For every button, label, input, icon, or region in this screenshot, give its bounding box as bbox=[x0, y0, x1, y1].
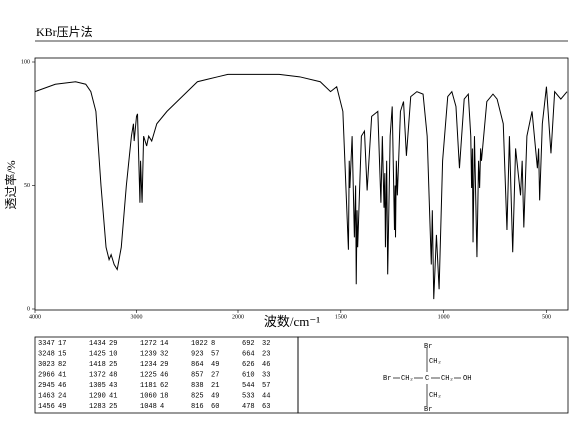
y-tick-label: 50 bbox=[24, 183, 30, 189]
x-tick-label: 4000 bbox=[29, 314, 41, 320]
x-tick-label: 1000 bbox=[438, 314, 450, 320]
table-cell: 10 bbox=[109, 350, 117, 358]
y-tick-label: 0 bbox=[27, 306, 30, 312]
table-cell: 1425 bbox=[89, 350, 106, 358]
table-cell: 1418 bbox=[89, 361, 106, 369]
table-cell: 1283 bbox=[89, 403, 106, 411]
table-cell: 2945 bbox=[38, 382, 55, 390]
table-cell: 1463 bbox=[38, 392, 55, 400]
structure-label: Br bbox=[424, 406, 432, 414]
table-cell: 1290 bbox=[89, 392, 106, 400]
x-tick-label: 500 bbox=[542, 314, 551, 320]
table-cell: 32 bbox=[262, 340, 270, 348]
plot-frame bbox=[34, 57, 569, 311]
table-cell: 57 bbox=[211, 350, 219, 358]
table-cell: 63 bbox=[262, 403, 270, 411]
structure-label: CH₂ bbox=[401, 375, 414, 383]
table-cell: 25 bbox=[109, 403, 117, 411]
table-cell: 1048 bbox=[140, 403, 157, 411]
table-cell: 2966 bbox=[38, 371, 55, 379]
structure-label: OH bbox=[463, 375, 471, 383]
table-cell: 3347 bbox=[38, 340, 55, 348]
table-cell: 23 bbox=[262, 350, 270, 358]
table-cell: 857 bbox=[191, 371, 204, 379]
table-cell: 544 bbox=[242, 382, 255, 390]
table-cell: 46 bbox=[262, 361, 270, 369]
table-cell: 18 bbox=[160, 392, 168, 400]
table-cell: 816 bbox=[191, 403, 204, 411]
table-cell: 27 bbox=[211, 371, 219, 379]
table-cell: 1305 bbox=[89, 382, 106, 390]
y-tick-label: 100 bbox=[21, 59, 30, 65]
spectrum-line bbox=[34, 73, 568, 300]
table-cell: 48 bbox=[109, 371, 117, 379]
table-cell: 33 bbox=[262, 371, 270, 379]
table-cell: 29 bbox=[109, 340, 117, 348]
structure-label: C bbox=[425, 375, 429, 383]
table-cell: 692 bbox=[242, 340, 255, 348]
table-cell: 25 bbox=[109, 361, 117, 369]
table-cell: 41 bbox=[58, 371, 66, 379]
table-cell: 15 bbox=[58, 350, 66, 358]
table-cell: 838 bbox=[191, 382, 204, 390]
table-cell: 57 bbox=[262, 382, 270, 390]
structure-label: CH₂ bbox=[429, 358, 442, 366]
table-cell: 825 bbox=[191, 392, 204, 400]
table-cell: 864 bbox=[191, 361, 204, 369]
structure-box bbox=[297, 336, 569, 414]
table-cell: 49 bbox=[211, 392, 219, 400]
structure-label: Br bbox=[383, 375, 391, 383]
table-cell: 4 bbox=[160, 403, 164, 411]
structure-label: CH₂ bbox=[429, 392, 442, 400]
table-cell: 1022 bbox=[191, 340, 208, 348]
table-cell: 1239 bbox=[140, 350, 157, 358]
chart-title: KBr压片法 bbox=[36, 25, 93, 39]
x-axis-label: 波数/cm⁻¹ bbox=[264, 314, 320, 329]
table-cell: 478 bbox=[242, 403, 255, 411]
table-cell: 610 bbox=[242, 371, 255, 379]
table-cell: 1225 bbox=[140, 371, 157, 379]
table-cell: 3248 bbox=[38, 350, 55, 358]
table-cell: 43 bbox=[109, 382, 117, 390]
table-cell: 21 bbox=[211, 382, 219, 390]
x-tick-label: 3000 bbox=[131, 314, 143, 320]
table-cell: 82 bbox=[58, 361, 66, 369]
table-cell: 1234 bbox=[140, 361, 157, 369]
table-cell: 664 bbox=[242, 350, 255, 358]
table-cell: 626 bbox=[242, 361, 255, 369]
structure-label: Br bbox=[424, 343, 432, 351]
table-cell: 3023 bbox=[38, 361, 55, 369]
table-cell: 60 bbox=[211, 403, 219, 411]
table-cell: 41 bbox=[109, 392, 117, 400]
table-cell: 1456 bbox=[38, 403, 55, 411]
table-cell: 14 bbox=[160, 340, 168, 348]
table-cell: 49 bbox=[58, 403, 66, 411]
table-cell: 1272 bbox=[140, 340, 157, 348]
structure-label: CH₂ bbox=[441, 375, 454, 383]
table-cell: 1060 bbox=[140, 392, 157, 400]
bonds bbox=[393, 348, 461, 406]
table-cell: 46 bbox=[58, 382, 66, 390]
table-cell: 24 bbox=[58, 392, 66, 400]
table-cell: 533 bbox=[242, 392, 255, 400]
table-cell: 8 bbox=[211, 340, 215, 348]
table-cell: 923 bbox=[191, 350, 204, 358]
x-tick-label: 1500 bbox=[335, 314, 347, 320]
table-cell: 62 bbox=[160, 382, 168, 390]
table-cell: 32 bbox=[160, 350, 168, 358]
y-axis-label: 透过率/% bbox=[3, 160, 18, 209]
table-cell: 17 bbox=[58, 340, 66, 348]
table-cell: 46 bbox=[160, 371, 168, 379]
x-tick-label: 2000 bbox=[232, 314, 244, 320]
table-cell: 29 bbox=[160, 361, 168, 369]
table-cell: 1434 bbox=[89, 340, 106, 348]
table-cell: 1181 bbox=[140, 382, 157, 390]
table-cell: 44 bbox=[262, 392, 270, 400]
table-cell: 1372 bbox=[89, 371, 106, 379]
table-cell: 49 bbox=[211, 361, 219, 369]
